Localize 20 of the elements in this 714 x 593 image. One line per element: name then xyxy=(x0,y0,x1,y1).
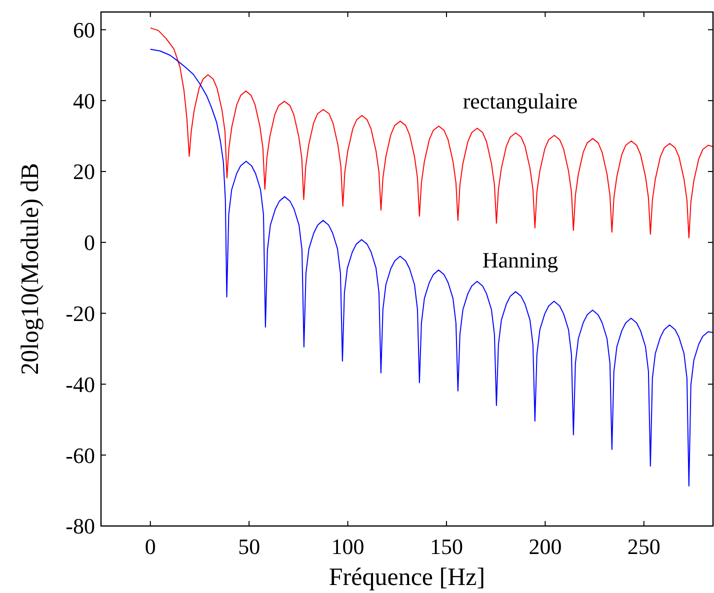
y-tick-label: -20 xyxy=(66,301,95,326)
x-tick-label: 50 xyxy=(238,534,260,559)
y-tick-label: 20 xyxy=(73,159,95,184)
y-tick-label: 60 xyxy=(73,17,95,42)
y-tick-label: 0 xyxy=(84,230,95,256)
x-tick-label: 200 xyxy=(528,534,562,559)
line-series xyxy=(150,27,714,238)
y-tick-label: 40 xyxy=(73,88,95,114)
y-axis-title: 20log10(Module) dB xyxy=(17,163,44,375)
x-tick-label: 150 xyxy=(430,534,463,559)
y-tick-label: -60 xyxy=(66,442,95,468)
line-series xyxy=(150,48,714,486)
series-label: rectangulaire xyxy=(462,88,578,114)
y-tick-label: -80 xyxy=(66,514,95,539)
y-tick-label: -40 xyxy=(66,372,95,397)
x-tick-label: 250 xyxy=(627,534,660,559)
series-label: Hanning xyxy=(482,247,558,272)
x-axis-title: Fréquence [Hz] xyxy=(328,564,486,591)
x-tick-label: 0 xyxy=(144,534,156,559)
x-tick-label: 100 xyxy=(331,534,364,559)
